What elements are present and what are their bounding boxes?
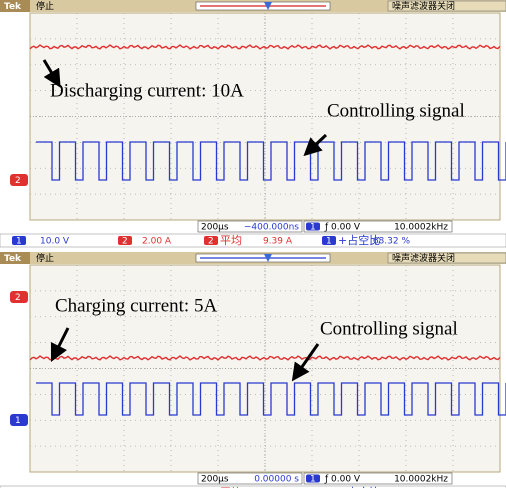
position: 0.00000 s (254, 475, 299, 485)
page: {"panels": [ {"brand": "Tek", "status": … (0, 0, 506, 488)
ch2-marker-label: 2 (15, 293, 21, 303)
current-annotation: Discharging current: 10A (50, 80, 244, 101)
timebase: 200μs (201, 223, 229, 233)
ch2-id: 2 (122, 237, 128, 247)
trigger-level: ƒ 0.00 V (324, 223, 361, 233)
signal-annotation: Controlling signal (327, 100, 465, 121)
brand: Tek (4, 254, 22, 264)
readout-bar (0, 234, 506, 247)
frequency: 10.0002kHz (394, 475, 448, 485)
measurement-id: 2 (208, 237, 214, 247)
ch2-marker-label: 2 (15, 176, 21, 186)
timebase: 200μs (201, 475, 229, 485)
ch1-scale: 10.0 V (40, 237, 70, 247)
frequency: 10.0002kHz (394, 223, 448, 233)
signal-trace (36, 142, 506, 180)
ch1-marker-label: 1 (15, 416, 21, 426)
oscilloscope-figure: Tek停止噪声滤波器关闭2Discharging current: 10ACon… (0, 0, 506, 488)
position: −400.000ns (244, 223, 299, 233)
filter-status: 噪声滤波器关闭 (392, 0, 455, 12)
ch2-scale: 2.00 A (142, 237, 172, 247)
signal-annotation: Controlling signal (320, 318, 458, 339)
measurement-value: 9.39 A (263, 237, 293, 247)
measurement-label: 平均 (220, 234, 242, 247)
measurement-value: 68.32 % (373, 237, 411, 247)
trigger-level: ƒ 0.00 V (324, 475, 361, 485)
current-annotation: Charging current: 5A (55, 295, 217, 316)
brand: Tek (4, 2, 22, 12)
trigger-channel: 1 (310, 223, 316, 233)
run-status: 停止 (36, 0, 54, 12)
run-status: 停止 (36, 252, 54, 264)
trigger-channel: 1 (310, 475, 316, 485)
signal-trace (36, 383, 506, 415)
filter-status: 噪声滤波器关闭 (392, 252, 455, 264)
measurement-id: 1 (326, 237, 332, 247)
ch1-id: 1 (16, 237, 22, 247)
